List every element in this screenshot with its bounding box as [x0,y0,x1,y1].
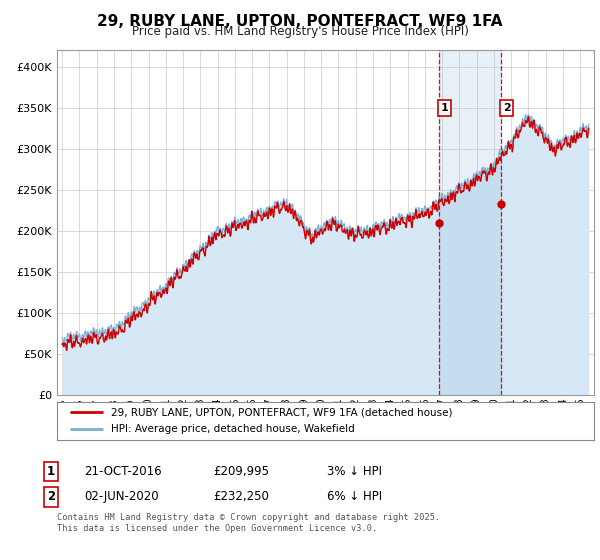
Text: 02-JUN-2020: 02-JUN-2020 [84,490,158,503]
Text: 1: 1 [440,103,448,113]
Text: HPI: Average price, detached house, Wakefield: HPI: Average price, detached house, Wake… [111,424,355,434]
Text: £232,250: £232,250 [213,490,269,503]
Text: 29, RUBY LANE, UPTON, PONTEFRACT, WF9 1FA: 29, RUBY LANE, UPTON, PONTEFRACT, WF9 1F… [97,14,503,29]
Text: 2: 2 [47,490,55,503]
Text: This data is licensed under the Open Government Licence v3.0.: This data is licensed under the Open Gov… [57,524,377,533]
Text: 21-OCT-2016: 21-OCT-2016 [84,465,161,478]
Text: 3% ↓ HPI: 3% ↓ HPI [327,465,382,478]
Text: 2: 2 [503,103,511,113]
Bar [439,50,501,395]
Text: 6% ↓ HPI: 6% ↓ HPI [327,490,382,503]
Text: 29, RUBY LANE, UPTON, PONTEFRACT, WF9 1FA (detached house): 29, RUBY LANE, UPTON, PONTEFRACT, WF9 1F… [111,407,452,417]
Text: Contains HM Land Registry data © Crown copyright and database right 2025.: Contains HM Land Registry data © Crown c… [57,513,440,522]
Text: Price paid vs. HM Land Registry's House Price Index (HPI): Price paid vs. HM Land Registry's House … [131,25,469,38]
Text: £209,995: £209,995 [213,465,269,478]
Text: 1: 1 [47,465,55,478]
